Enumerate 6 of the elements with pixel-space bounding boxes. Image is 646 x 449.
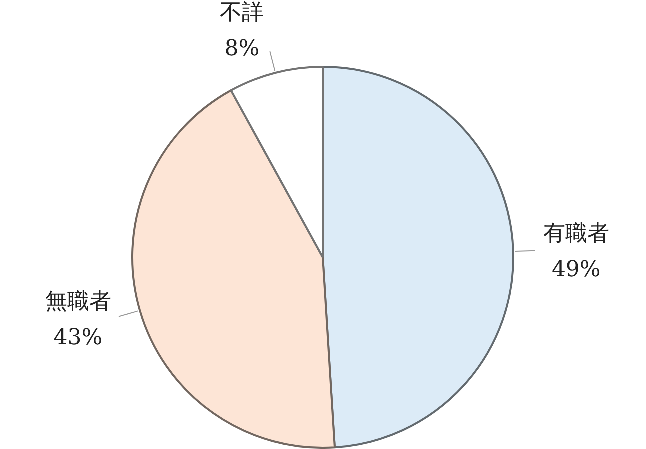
data-label: 43% bbox=[54, 326, 103, 351]
slice-label: 有職者 bbox=[543, 221, 610, 246]
slice-label: 無職者 bbox=[45, 290, 112, 315]
slice-label: 不詳 bbox=[220, 0, 264, 26]
data-label: 49% bbox=[552, 257, 601, 282]
data-label: 8% bbox=[224, 36, 260, 62]
